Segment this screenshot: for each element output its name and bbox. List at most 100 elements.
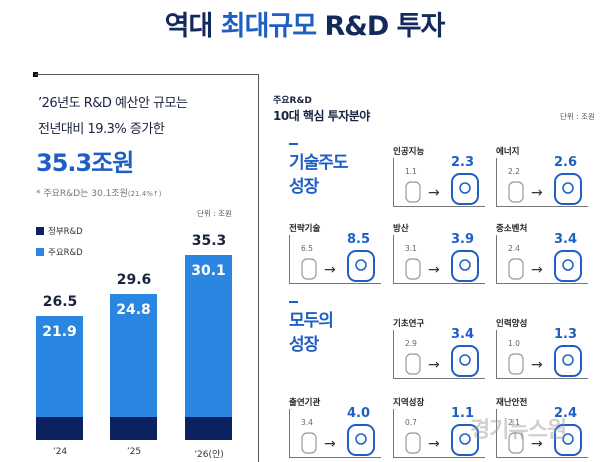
watermark: 경기뉴스원 <box>470 418 567 443</box>
x-tick-label: ’24 <box>52 447 68 457</box>
footnote-growth: (21.4%↑) <box>127 190 162 198</box>
bar: 21.9 <box>36 315 83 440</box>
card-title: 에너지 <box>496 147 520 157</box>
card-axis <box>289 235 381 284</box>
investment-card: 재난안전 2.1 2.4 → <box>496 396 591 458</box>
building-icon-small <box>508 258 524 280</box>
investment-card: 기초연구 2.9 3.4 → <box>393 317 488 379</box>
card-axis <box>289 409 381 458</box>
card-title: 지역성장 <box>393 398 425 408</box>
x-tick-label: ’26(안) <box>194 450 224 460</box>
korea-map-icon <box>451 424 479 456</box>
lightbulb-icon-small <box>508 181 524 203</box>
dash <box>289 143 298 145</box>
divider <box>35 74 259 75</box>
arrow-right-icon: → <box>428 357 440 373</box>
summary-line-1: ’26년도 R&D 예산안 규모는 <box>38 96 188 111</box>
legend-item: 주요R&D <box>36 246 83 258</box>
dash <box>289 301 298 303</box>
legend-swatch <box>36 227 44 235</box>
microscope-icon <box>451 345 479 377</box>
footnote: * 주요R&D는 30.1조원(21.4%↑) <box>36 186 161 199</box>
group-line: 성장 <box>289 335 319 355</box>
card-new-value: 4.0 <box>347 406 371 421</box>
group-line: 기술주도 <box>289 153 349 173</box>
microscope-icon-small <box>405 353 421 375</box>
footnote-text: * 주요R&D는 30.1조원 <box>36 189 128 199</box>
card-axis <box>393 330 485 379</box>
office-building-icon <box>347 424 375 456</box>
legend-label: 정부R&D <box>48 227 83 237</box>
section-title: 10대 핵심 투자분야 <box>273 109 370 123</box>
data-label-main: 24.8 <box>116 302 151 319</box>
title-part: 역대 <box>164 11 221 42</box>
card-title: 출연기관 <box>289 398 321 408</box>
arrow-right-icon: → <box>324 262 336 278</box>
card-axis <box>496 235 588 284</box>
card-old-value: 1.0 <box>508 339 520 348</box>
arrow-right-icon: → <box>531 436 543 452</box>
arrow-right-icon: → <box>531 262 543 278</box>
card-new-value: 3.4 <box>451 327 475 342</box>
card-title: 인공지능 <box>393 147 425 157</box>
legend-label: 주요R&D <box>48 248 83 258</box>
card-title: 기초연구 <box>393 319 425 329</box>
investment-card: 에너지 2.2 2.6 → <box>496 145 591 207</box>
unit-label: 단위 : 조원 <box>197 209 232 218</box>
group-line: 모두의 <box>289 311 334 331</box>
legend-item: 정부R&D <box>36 225 83 237</box>
card-title: 방산 <box>393 224 409 234</box>
building-icon <box>554 250 582 282</box>
data-label-total: 26.5 <box>42 293 78 310</box>
card-new-value: 3.4 <box>554 232 578 247</box>
legend-swatch <box>36 248 44 256</box>
investment-card: 지역성장 0.7 1.1 → <box>393 396 488 458</box>
bar: 30.1 <box>185 254 232 440</box>
office-building-icon-small <box>301 432 317 454</box>
card-new-value: 1.1 <box>451 406 475 421</box>
data-label-total: 35.3 <box>191 232 227 249</box>
arrow-right-icon: → <box>531 185 543 201</box>
lightbulb-icon <box>554 173 582 205</box>
page-title: 역대 최대규모 R&D 투자 <box>0 4 609 43</box>
data-label-main: 21.9 <box>42 323 77 340</box>
unit-label: 단위 : 조원 <box>560 112 595 121</box>
card-old-value: 1.1 <box>405 167 417 176</box>
card-old-value: 6.5 <box>301 244 313 253</box>
card-old-value: 2.4 <box>508 244 520 253</box>
card-new-value: 2.3 <box>451 155 475 170</box>
investment-card: 인력양성 1.0 1.3 → <box>496 317 591 379</box>
korea-map-icon-small <box>405 432 421 454</box>
card-title: 전략기술 <box>289 224 321 234</box>
card-old-value: 3.1 <box>405 244 417 253</box>
x-tick-label: ’25 <box>126 447 142 457</box>
arrow-right-icon: → <box>531 357 543 373</box>
group-line: 성장 <box>289 177 319 197</box>
investment-card: 전략기술 6.5 8.5 → <box>289 222 384 284</box>
divider <box>258 74 259 462</box>
card-new-value: 2.4 <box>554 406 578 421</box>
person-growth-icon <box>554 345 582 377</box>
card-old-value: 3.4 <box>301 418 313 427</box>
investment-card: 출연기관 3.4 4.0 → <box>289 396 384 458</box>
section-subtitle: 주요R&D <box>273 96 312 106</box>
data-label-total: 29.6 <box>116 272 152 289</box>
card-new-value: 2.6 <box>554 155 578 170</box>
card-title: 재난안전 <box>496 398 528 408</box>
tank-icon <box>451 250 479 282</box>
card-new-value: 3.9 <box>451 232 475 247</box>
card-axis <box>393 409 485 458</box>
fingerprint-icon <box>347 250 375 282</box>
card-old-value: 2.1 <box>508 418 520 427</box>
headline-amount: 35.3조원 <box>36 149 134 177</box>
card-axis <box>496 330 588 379</box>
investment-card: 인공지능 1.1 2.3 → <box>393 145 488 207</box>
ai-head-icon-small <box>405 181 421 203</box>
card-title: 인력양성 <box>496 319 528 329</box>
arrow-right-icon: → <box>428 436 440 452</box>
arrow-right-icon: → <box>428 262 440 278</box>
bar-segment-gov <box>110 416 157 440</box>
investment-card: 방산 3.1 3.9 → <box>393 222 488 284</box>
